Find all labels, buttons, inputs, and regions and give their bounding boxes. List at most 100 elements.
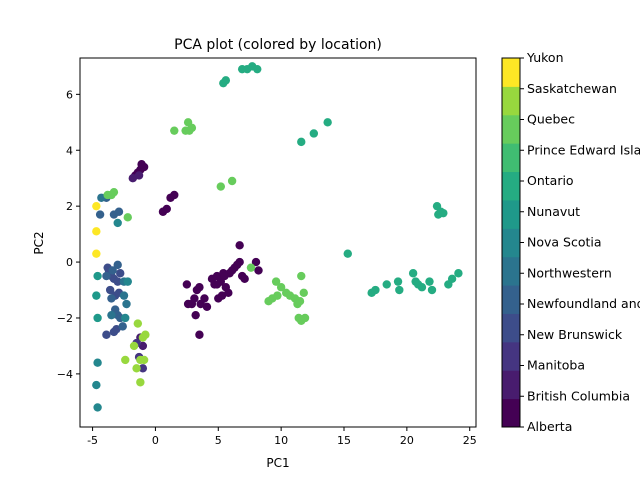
colorbar-label-prince-edward-island: Prince Edward Island (527, 142, 640, 157)
colorbar-swatch-quebec (502, 114, 520, 144)
colorbar-swatch-nunavut (502, 199, 520, 229)
data-point-saskatchewan (129, 341, 139, 351)
data-point-quebec (276, 283, 286, 292)
data-point-ontario (425, 277, 434, 286)
colorbar-label-saskatchewan: Saskatchewan (527, 81, 617, 96)
data-point-quebec (246, 263, 256, 272)
data-point-ontario (309, 129, 319, 138)
data-point-alberta (224, 288, 233, 298)
data-point-quebec (271, 277, 281, 286)
data-point-saskatchewan (136, 378, 145, 387)
x-tick-label: 20 (400, 434, 414, 447)
data-point-newfoundland-and-labrador (102, 271, 111, 281)
data-point-saskatchewan (141, 330, 150, 339)
data-point-nova-scotia (92, 380, 101, 390)
colorbar-label-british-columbia: British Columbia (527, 388, 630, 403)
data-point-alberta (235, 257, 244, 267)
data-point-ontario (221, 76, 231, 85)
data-point-alberta (190, 294, 199, 303)
data-point-quebec (300, 313, 310, 323)
data-point-british-columbia (128, 174, 137, 183)
colorbar-label-alberta: Alberta (527, 419, 572, 434)
y-tick-label: −2 (57, 312, 73, 325)
data-point-ontario (382, 280, 391, 289)
colorbar-label-quebec: Quebec (527, 112, 575, 127)
x-axis-ticks: -5 0 5 10 15 20 25 (87, 427, 477, 447)
colorbar-label-ontario: Ontario (527, 173, 574, 188)
x-tick-label: 15 (337, 434, 351, 447)
data-point-newfoundland-and-labrador (114, 207, 124, 216)
data-point-quebec (295, 297, 305, 306)
colorbar-label-newfoundland-and-labrador: Newfoundland and Labrador (527, 296, 640, 311)
data-point-alberta (170, 190, 179, 200)
colorbar-swatch-northwestern (502, 256, 520, 286)
data-point-ontario (408, 269, 418, 278)
data-point-yukon (92, 249, 101, 258)
x-tick-label: 5 (215, 434, 222, 447)
data-point-alberta (191, 310, 200, 320)
data-point-northwestern (107, 310, 116, 320)
data-point-new-brunswick (102, 330, 111, 339)
data-point-alberta (200, 294, 209, 303)
colorbar-swatch-saskatchewan (502, 86, 520, 116)
data-point-saskatchewan (136, 355, 145, 365)
data-point-nunavut (93, 271, 102, 281)
data-point-quebec (299, 288, 308, 298)
data-point-ontario (253, 64, 262, 74)
data-point-new-brunswick (116, 269, 125, 278)
x-tick-label: 10 (274, 434, 288, 447)
data-point-newfoundland-and-labrador (95, 210, 105, 219)
data-point-manitoba (138, 364, 148, 373)
chart-title: PCA plot (colored by location) (174, 37, 382, 53)
colorbar-swatch-prince-edward-island (502, 143, 520, 173)
data-point-alberta (240, 274, 249, 284)
data-point-new-brunswick (113, 277, 122, 286)
data-point-ontario (427, 285, 437, 295)
data-point-northwestern (119, 291, 129, 300)
data-point-saskatchewan (132, 364, 141, 373)
data-point-yukon (92, 227, 101, 236)
data-point-yukon (92, 201, 101, 211)
y-tick-label: 2 (66, 200, 73, 213)
data-point-alberta (220, 271, 229, 281)
data-point-ontario (395, 285, 404, 295)
colorbar-swatch-nova-scotia (502, 228, 520, 258)
data-point-quebec (297, 271, 306, 281)
data-point-quebec (123, 213, 132, 222)
colorbar-labels: Alberta British Columbia Manitoba New Bruns… (520, 50, 640, 434)
data-point-british-columbia (134, 171, 144, 180)
x-tick-label: 25 (463, 434, 477, 447)
data-point-ontario (454, 269, 463, 278)
data-point-ontario (417, 283, 427, 292)
data-point-northwestern (122, 299, 131, 309)
data-point-alberta (251, 257, 261, 267)
data-point-ontario (439, 208, 448, 218)
colorbar-swatch-ontario (502, 171, 520, 201)
data-point-ontario (343, 249, 352, 258)
colorbar-label-nunavut: Nunavut (527, 204, 580, 219)
data-point-saskatchewan (121, 355, 130, 365)
y-tick-label: 0 (66, 256, 73, 269)
colorbar-swatch-british-columbia (502, 370, 520, 400)
data-point-quebec (187, 123, 197, 133)
data-point-quebec (109, 187, 119, 197)
x-axis-label: PC1 (266, 456, 289, 470)
data-point-quebec (216, 182, 225, 191)
data-point-alberta (217, 291, 227, 300)
data-point-alberta (235, 241, 244, 250)
data-point-alberta (254, 266, 263, 275)
data-points (92, 62, 463, 412)
colorbar-label-new-brunswick: New Brunswick (527, 327, 623, 342)
data-point-nova-scotia (123, 277, 132, 286)
data-point-alberta (182, 280, 192, 289)
data-point-alberta (195, 283, 204, 292)
data-point-alberta (195, 330, 204, 339)
y-axis-ticks: −4 −2 0 2 4 6 (57, 88, 80, 381)
data-point-nova-scotia (93, 403, 102, 412)
colorbar-swatch-alberta (502, 398, 520, 428)
y-tick-label: 6 (66, 88, 73, 101)
x-tick-label: -5 (87, 434, 98, 447)
data-point-newfoundland-and-labrador (118, 322, 127, 331)
data-point-new-brunswick (105, 285, 115, 295)
